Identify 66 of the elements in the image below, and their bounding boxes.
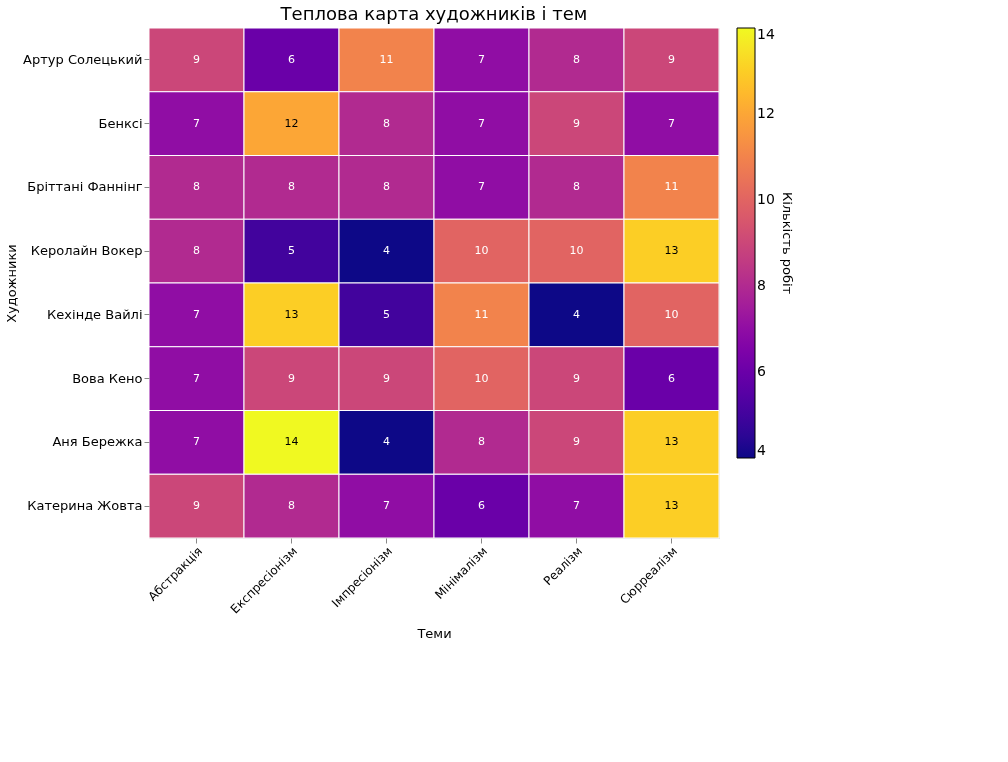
data-label: 12 xyxy=(284,116,299,130)
data-label: 6 xyxy=(668,371,675,385)
data-label: 4 xyxy=(383,244,390,258)
data-label: 9 xyxy=(668,52,675,66)
y-axis-title: Художники xyxy=(4,244,20,323)
x-axis-title: Теми xyxy=(416,625,452,641)
data-label: 10 xyxy=(474,371,489,385)
data-label: 7 xyxy=(193,307,200,321)
data-label: 13 xyxy=(664,435,679,449)
data-label: 11 xyxy=(474,307,489,321)
data-label: 7 xyxy=(478,180,485,194)
color-bar-title: Кількість робіт xyxy=(780,191,795,295)
data-label: 14 xyxy=(284,435,299,449)
data-label: 6 xyxy=(478,499,485,513)
color-bar-label: 4 xyxy=(757,442,766,458)
y-tick-label: Артур Солецький xyxy=(23,51,143,67)
y-tick-label: Катерина Жовта xyxy=(27,498,143,514)
color-bar-label: 6 xyxy=(757,363,766,379)
data-label: 7 xyxy=(668,116,675,130)
y-tick-label: Бенксі xyxy=(98,115,143,131)
chart-title: Теплова карта художників і тем xyxy=(279,2,588,24)
data-label: 10 xyxy=(474,244,489,258)
data-label: 8 xyxy=(383,180,390,194)
y-tick-label: Аня Бережка xyxy=(52,434,143,450)
color-bar-label: 14 xyxy=(757,26,775,42)
data-label: 7 xyxy=(383,499,390,513)
data-label: 9 xyxy=(573,116,580,130)
data-label: 8 xyxy=(288,499,295,513)
data-label: 4 xyxy=(573,307,580,321)
data-label: 10 xyxy=(569,244,584,258)
data-label: 9 xyxy=(573,371,580,385)
y-tick-label: Вова Кено xyxy=(72,370,143,386)
data-label: 9 xyxy=(288,371,295,385)
data-label: 9 xyxy=(383,371,390,385)
data-label: 9 xyxy=(573,435,580,449)
color-bar-label: 8 xyxy=(757,277,766,293)
data-label: 13 xyxy=(284,307,299,321)
data-label: 13 xyxy=(664,499,679,513)
data-label: 11 xyxy=(379,52,394,66)
data-label: 9 xyxy=(193,499,200,513)
y-tick-label: Керолайн Вокер xyxy=(30,243,143,259)
y-tick-label: Бріттані Фаннінг xyxy=(27,179,143,195)
y-tick-label: Кехінде Вайлі xyxy=(47,306,143,322)
data-label: 13 xyxy=(664,244,679,258)
color-bar-label: 10 xyxy=(757,191,775,207)
data-label: 5 xyxy=(383,307,390,321)
data-label: 8 xyxy=(573,52,580,66)
data-label: 7 xyxy=(573,499,580,513)
data-label: 9 xyxy=(193,52,200,66)
data-label: 7 xyxy=(193,435,200,449)
data-label: 6 xyxy=(288,52,295,66)
data-label: 7 xyxy=(478,116,485,130)
data-label: 4 xyxy=(383,435,390,449)
data-label: 8 xyxy=(573,180,580,194)
data-label: 10 xyxy=(664,307,679,321)
data-label: 11 xyxy=(664,180,679,194)
data-label: 8 xyxy=(193,244,200,258)
data-label: 8 xyxy=(478,435,485,449)
data-label: 8 xyxy=(383,116,390,130)
data-label: 7 xyxy=(478,52,485,66)
data-label: 8 xyxy=(193,180,200,194)
data-label: 5 xyxy=(288,244,295,258)
color-bar-label: 12 xyxy=(757,105,775,121)
data-label: 7 xyxy=(193,371,200,385)
data-label: 8 xyxy=(288,180,295,194)
data-label: 7 xyxy=(193,116,200,130)
